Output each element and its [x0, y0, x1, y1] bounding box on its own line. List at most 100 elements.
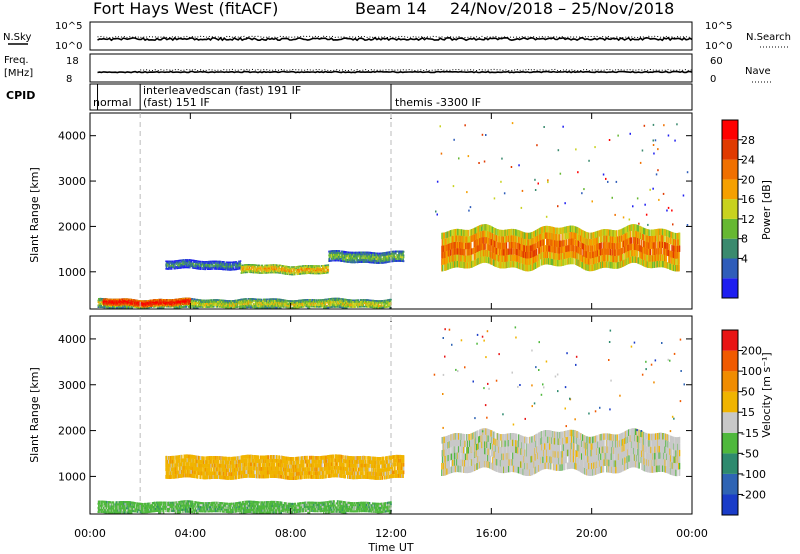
- heatmap-cell: [305, 305, 308, 308]
- heatmap-cell: [249, 299, 251, 302]
- heatmap-cell: [199, 260, 202, 263]
- heatmap-cell: [354, 301, 356, 303]
- heatmap-cell: [139, 306, 141, 309]
- heatmap-cell: [160, 304, 162, 307]
- heatmap-cell: [389, 300, 391, 303]
- heatmap-cell: [167, 299, 169, 301]
- heatmap-cell: [340, 298, 343, 300]
- heatmap-cell: [276, 267, 278, 269]
- heatmap-cell: [129, 302, 131, 304]
- heatmap-cell: [340, 304, 342, 307]
- heatmap-cell: [174, 304, 177, 306]
- heatmap-cell: [368, 299, 370, 302]
- heatmap-cell: [202, 301, 204, 303]
- heatmap-cell: [311, 305, 313, 308]
- heatmap-cell: [308, 302, 310, 304]
- heatmap-cell: [171, 301, 173, 303]
- heatmap-cell: [343, 300, 345, 302]
- heatmap-cell: [211, 262, 213, 264]
- heatmap-cell: [175, 263, 177, 265]
- heatmap-cell: [107, 305, 109, 307]
- heatmap-cell: [350, 301, 353, 303]
- heatmap-cell: [103, 302, 106, 305]
- nsky-label: N.Sky: [3, 32, 31, 43]
- nsearch-tick-bottom: 10^0: [705, 41, 732, 52]
- heatmap-cell: [335, 306, 337, 308]
- heatmap-cell: [289, 306, 291, 309]
- heatmap-cell: [294, 270, 296, 273]
- heatmap-cell: [377, 306, 380, 309]
- heatmap-cell: [183, 259, 185, 261]
- heatmap-cell: [242, 306, 244, 309]
- heatmap-cell: [306, 271, 308, 273]
- radar-title: Fort Hays West (fitACF): [93, 0, 278, 18]
- heatmap-cell: [299, 301, 302, 303]
- heatmap-cell: [195, 302, 197, 304]
- heatmap-cell: [369, 306, 371, 308]
- heatmap-cell: [132, 299, 134, 301]
- heatmap-cell: [250, 306, 252, 309]
- nave-trace: [140, 68, 693, 72]
- heatmap-cell: [253, 298, 255, 300]
- heatmap-cell: [260, 269, 262, 271]
- heatmap-cell: [112, 304, 114, 306]
- heatmap-cell: [260, 267, 262, 270]
- heatmap-cell: [256, 303, 258, 306]
- heatmap-cell: [381, 305, 383, 307]
- heatmap-cell: [371, 304, 374, 307]
- heatmap-cell: [346, 302, 348, 304]
- heatmap-cell: [374, 305, 376, 307]
- heatmap-cell: [173, 300, 175, 302]
- heatmap-cell: [279, 298, 281, 301]
- heatmap-cell: [279, 272, 281, 274]
- heatmap-cell: [301, 301, 303, 303]
- heatmap-cell: [252, 306, 254, 309]
- heatmap-cell: [151, 301, 153, 304]
- heatmap-cell: [334, 304, 337, 306]
- heatmap-cell: [102, 300, 104, 302]
- heatmap-cell: [128, 303, 130, 305]
- heatmap-cell: [268, 264, 270, 266]
- heatmap-cell: [114, 303, 117, 305]
- heatmap-cell: [335, 297, 337, 300]
- heatmap-cell: [204, 304, 206, 307]
- heatmap-cell: [362, 304, 364, 306]
- heatmap-cell: [136, 302, 138, 304]
- heatmap-cell: [173, 305, 175, 308]
- freq-tick-bottom: 8: [66, 74, 72, 85]
- heatmap-cell: [156, 302, 158, 304]
- heatmap-cell: [381, 300, 384, 302]
- heatmap-cell: [302, 301, 304, 303]
- heatmap-cell: [200, 304, 202, 307]
- heatmap-cell: [206, 306, 208, 308]
- heatmap-cell: [280, 305, 282, 308]
- heatmap-cell: [216, 300, 219, 303]
- heatmap-cell: [335, 304, 338, 306]
- heatmap-cell: [138, 303, 140, 305]
- heatmap-cell: [312, 305, 314, 308]
- heatmap-cell: [124, 305, 126, 307]
- heatmap-cell: [308, 305, 310, 308]
- heatmap-cell: [378, 301, 380, 304]
- heatmap-cell: [314, 304, 316, 306]
- heatmap-cell: [371, 301, 374, 304]
- heatmap-cell: [106, 301, 108, 304]
- heatmap-cell: [298, 301, 300, 304]
- heatmap-cell: [201, 301, 203, 303]
- heatmap-cell: [210, 268, 213, 270]
- heatmap-cell: [247, 267, 249, 269]
- heatmap-cell: [288, 301, 290, 304]
- heatmap-cell: [314, 299, 316, 301]
- heatmap-cell: [384, 306, 386, 308]
- heatmap-cell: [156, 301, 158, 303]
- heatmap-cell: [336, 297, 339, 300]
- heatmap-cell: [368, 304, 370, 307]
- heatmap-cell: [166, 302, 168, 305]
- heatmap-cell: [291, 272, 294, 274]
- heatmap-cell: [379, 305, 381, 307]
- heatmap-cell: [298, 267, 300, 269]
- heatmap-cell: [164, 304, 167, 307]
- heatmap-cell: [310, 300, 313, 303]
- heatmap-cell: [259, 266, 261, 268]
- heatmap-cell: [135, 299, 137, 302]
